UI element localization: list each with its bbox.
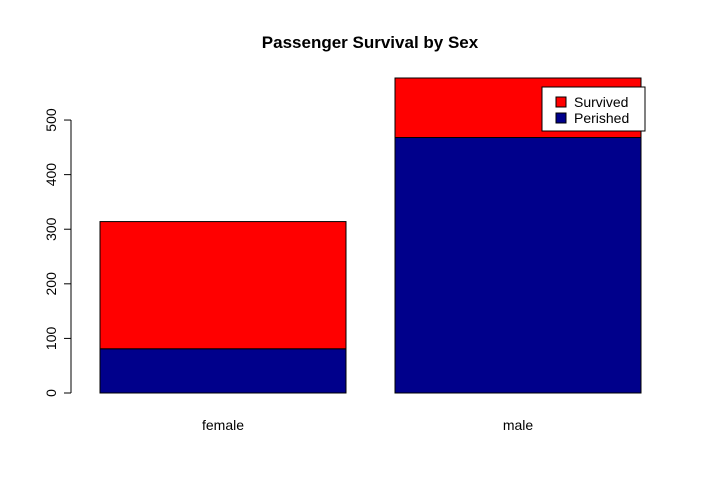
legend-swatch xyxy=(555,112,567,124)
chart-title: Passenger Survival by Sex xyxy=(262,33,479,52)
y-axis: 0 100 200 300 400 500 xyxy=(43,108,72,397)
y-tick-label: 0 xyxy=(43,389,59,397)
bar-male-perished xyxy=(394,137,642,394)
x-category-label: female xyxy=(202,417,244,433)
x-category-label: male xyxy=(503,417,534,433)
legend-label: Perished xyxy=(574,110,629,126)
legend-box xyxy=(541,86,646,132)
legend-swatch xyxy=(555,96,567,108)
category-labels: female male xyxy=(202,417,533,433)
y-tick-label: 100 xyxy=(43,327,59,351)
y-tick-label: 300 xyxy=(43,217,59,241)
bar-female-perished xyxy=(99,348,347,394)
y-tick-label: 200 xyxy=(43,272,59,296)
y-tick-label: 500 xyxy=(43,108,59,132)
legend-label: Survived xyxy=(574,94,628,110)
bar-female-survived xyxy=(99,221,347,350)
y-tick-label: 400 xyxy=(43,163,59,187)
